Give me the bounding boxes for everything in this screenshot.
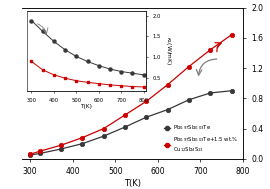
- Y-axis label: ZT: ZT: [268, 77, 270, 89]
- Legend: Pb$_{0.97}$Sb$_{0.03}$Te, Pb$_{0.97}$Sb$_{0.03}$Te+1.5 wt.%
Cu$_{12}$Sb$_4$S$_{1: Pb$_{0.97}$Sb$_{0.03}$Te, Pb$_{0.97}$Sb$…: [162, 121, 240, 156]
- X-axis label: T(K): T(K): [80, 104, 92, 109]
- X-axis label: T(K): T(K): [124, 179, 141, 188]
- Y-axis label: $\kappa_L$(W/mK): $\kappa_L$(W/mK): [164, 36, 173, 66]
